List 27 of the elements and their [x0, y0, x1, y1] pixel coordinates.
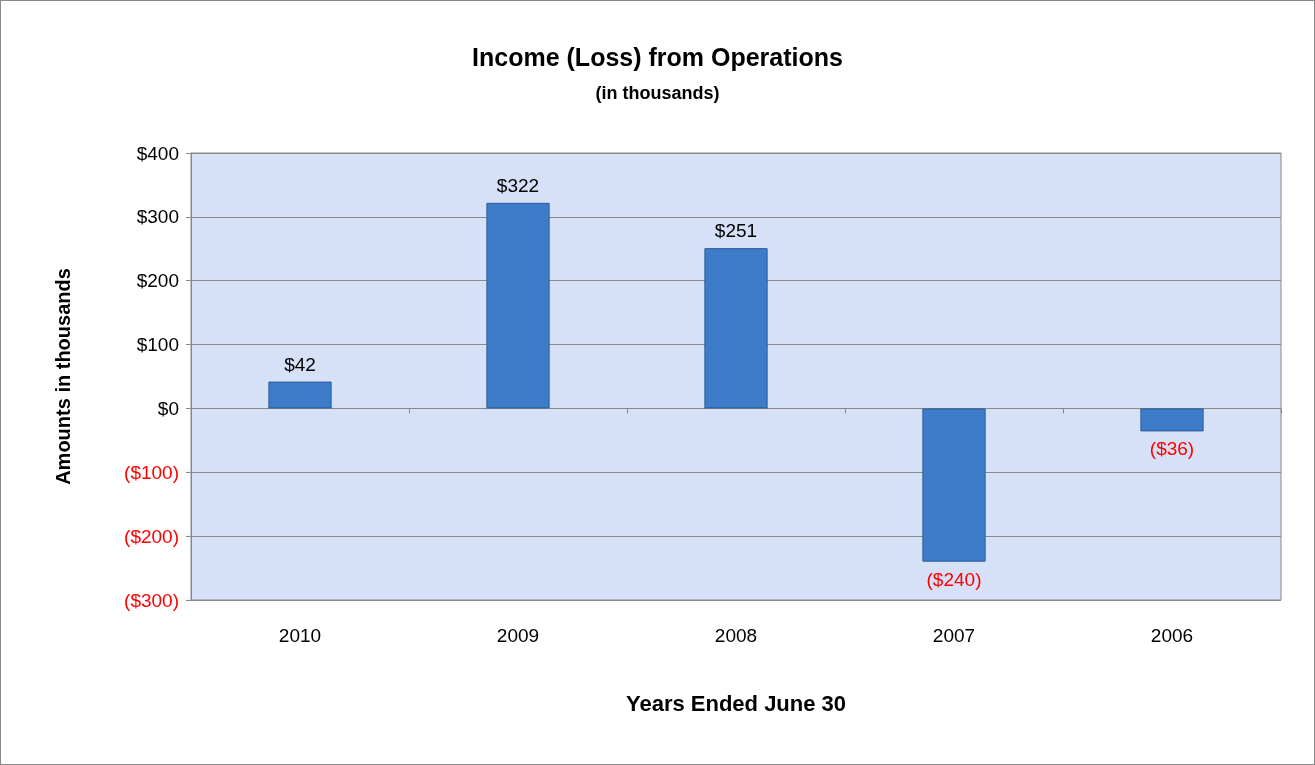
- x-tick-label: 2008: [714, 625, 758, 646]
- data-label: $322: [496, 174, 540, 196]
- chart-title: Income (Loss) from Operations: [472, 42, 843, 71]
- bar: [486, 202, 550, 409]
- chart-subtitle: (in thousands): [595, 83, 720, 103]
- y-tick-label: ($200): [124, 525, 179, 547]
- y-tick-label: ($300): [124, 589, 179, 611]
- y-tick-label: $300: [136, 206, 179, 228]
- data-label: ($240): [926, 568, 982, 590]
- bar: [1140, 408, 1204, 432]
- data-label: $251: [714, 220, 758, 242]
- y-tick-label: $100: [136, 334, 179, 356]
- data-label: ($36): [1149, 438, 1195, 460]
- y-tick-label: $400: [136, 142, 179, 164]
- y-tick-label: $0: [157, 397, 179, 419]
- x-tick-label: 2010: [278, 625, 322, 646]
- x-tick-label: 2006: [1150, 625, 1194, 646]
- data-label: $42: [284, 353, 316, 375]
- x-tick-label: 2007: [932, 625, 976, 646]
- y-tick-label: $200: [136, 270, 179, 292]
- bar: [268, 381, 332, 409]
- bar: [922, 408, 986, 562]
- bar: [704, 248, 768, 409]
- x-tick-label: 2009: [496, 625, 540, 646]
- x-axis-title: Years Ended June 30: [625, 690, 847, 716]
- y-tick-label: ($100): [124, 461, 179, 483]
- y-axis-title: Amounts in thousands: [52, 268, 74, 485]
